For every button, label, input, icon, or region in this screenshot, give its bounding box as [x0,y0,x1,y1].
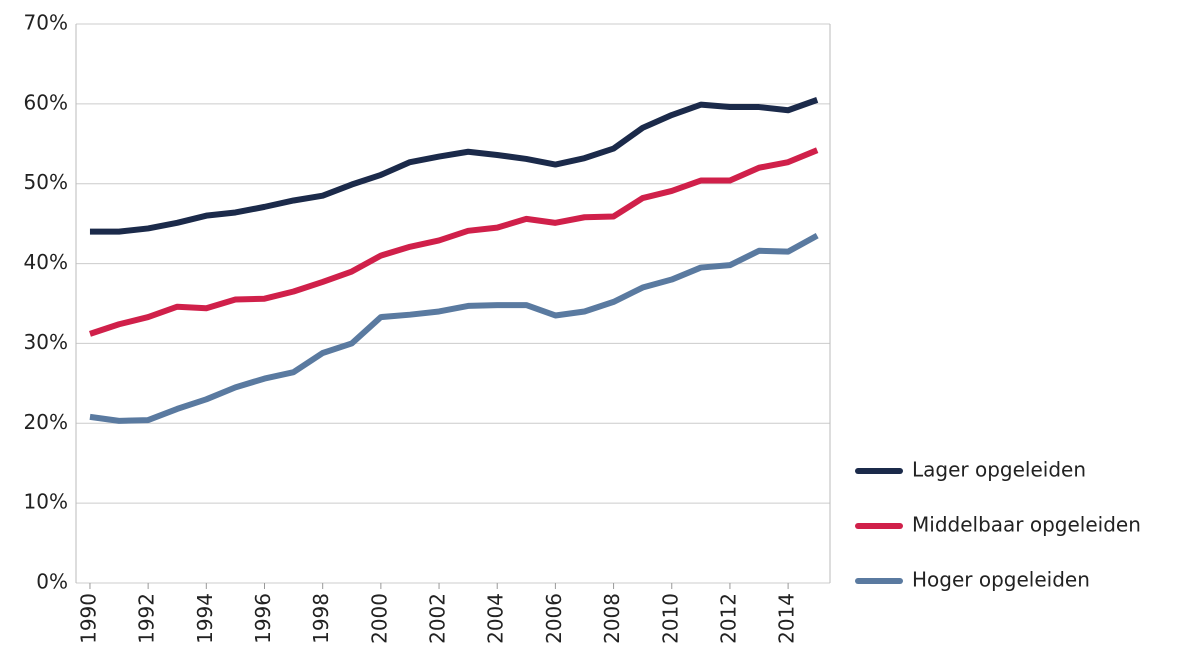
series-line [89,147,819,337]
series-line [89,97,819,235]
series-line [89,232,819,424]
x-tick-label: 1994 [193,593,217,644]
y-tick-label: 60% [24,90,68,114]
y-tick-label: 70% [24,11,68,35]
x-tick-label: 2010 [658,593,682,644]
y-tick-label: 30% [24,330,68,354]
x-tick-label: 1990 [76,593,100,644]
y-tick-label: 10% [24,490,68,514]
x-tick-label: 2012 [716,593,740,644]
legend-label: Middelbaar opgeleiden [912,513,1141,537]
x-tick-label: 2006 [542,593,566,644]
y-tick-label: 20% [24,410,68,434]
y-tick-label: 50% [24,170,68,194]
legend-label: Lager opgeleiden [912,458,1086,482]
x-tick-label: 1992 [135,593,159,644]
x-tick-label: 2000 [367,593,391,644]
y-tick-label: 40% [24,250,68,274]
x-tick-label: 2002 [426,593,450,644]
x-tick-label: 1996 [251,593,275,644]
x-tick-label: 2014 [775,593,799,644]
x-tick-label: 1998 [309,593,333,644]
y-tick-label: 0% [36,570,68,594]
legend-label: Hoger opgeleiden [912,568,1090,592]
x-tick-label: 2004 [484,593,508,644]
x-tick-label: 2008 [600,593,624,644]
